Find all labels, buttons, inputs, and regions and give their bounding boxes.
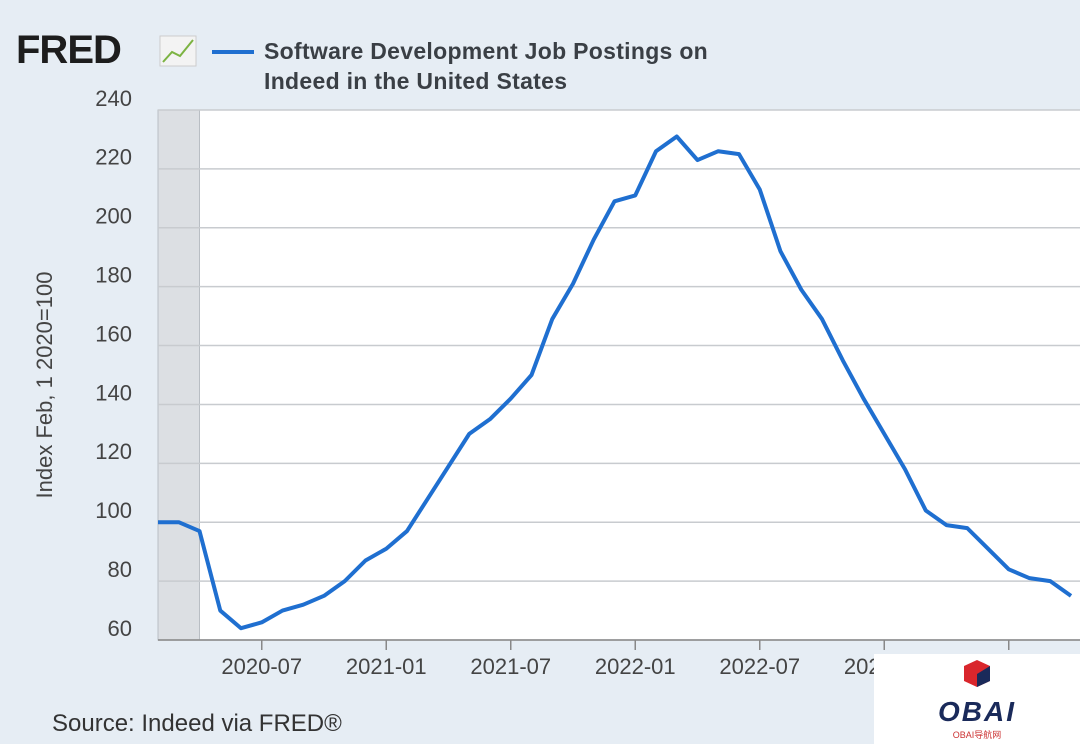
x-tick-label: 2021-01 xyxy=(346,654,427,679)
watermark: OBAI OBAI导航网 xyxy=(874,654,1080,744)
logo-icon-line xyxy=(162,39,194,63)
logo-icon xyxy=(159,35,197,67)
source: Source: Indeed via FRED® xyxy=(52,710,342,737)
x-tick-label: 2022-01 xyxy=(595,654,676,679)
y-tick-label: 220 xyxy=(95,145,132,170)
logo-icon-box xyxy=(159,35,197,67)
x-tick-label: 2021-07 xyxy=(470,654,551,679)
y-tick-label: 180 xyxy=(95,262,132,287)
x-tick-label: 2020-07 xyxy=(221,654,302,679)
y-tick-label: 160 xyxy=(95,321,132,346)
y-tick-label: 140 xyxy=(95,380,132,405)
recession-shade xyxy=(157,109,200,641)
data-line xyxy=(158,134,1073,631)
watermark-title: OBAI xyxy=(938,696,1016,727)
y-tick-label: 60 xyxy=(108,616,132,641)
y-tick-label: 240 xyxy=(95,86,132,111)
x-tick-label: 2022-07 xyxy=(719,654,800,679)
chart-title: Software Development Job Postings on Ind… xyxy=(264,38,709,94)
y-tick-label: 100 xyxy=(95,498,132,523)
y-tick-label: 80 xyxy=(108,557,132,582)
watermark-icon xyxy=(964,660,990,687)
logo: FRED xyxy=(16,28,122,72)
y-tick-label: 200 xyxy=(95,204,132,229)
y-axis-label: Index Feb, 1 2020=100 xyxy=(32,272,57,499)
watermark-subtitle: OBAI导航网 xyxy=(952,730,1002,740)
plot-area xyxy=(158,110,1080,640)
y-tick-label: 120 xyxy=(95,439,132,464)
